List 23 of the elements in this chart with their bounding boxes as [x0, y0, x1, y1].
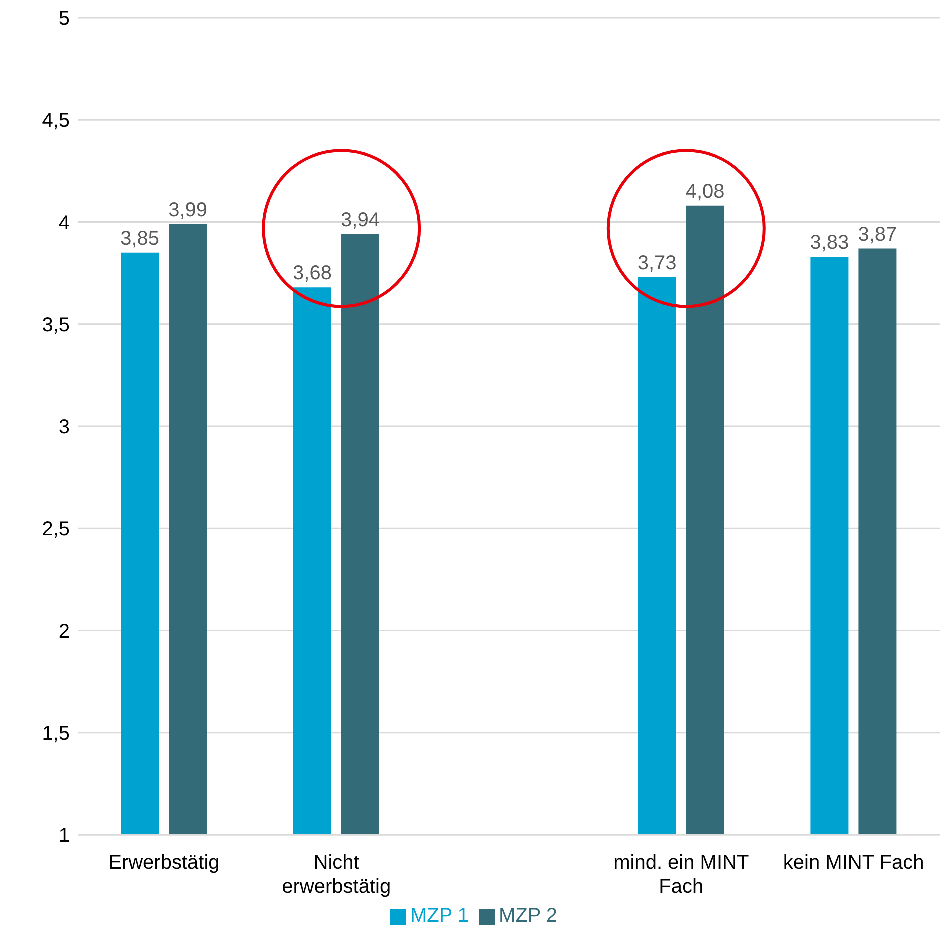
x-tick-label: Erwerbstätig [108, 852, 220, 874]
data-label: 3,94 [341, 210, 380, 232]
y-tick-label: 1 [58, 825, 70, 848]
x-tick-label: mind. ein MINT Fach [614, 852, 750, 898]
data-label: 3,83 [810, 232, 850, 254]
y-tick-label: 4,5 [42, 110, 70, 132]
x-tick-label: kein MINT Fach [783, 852, 924, 874]
legend-label: MZP 2 [499, 905, 558, 927]
y-tick-label: 1,5 [42, 722, 70, 745]
data-label: 4,08 [686, 180, 725, 203]
legend-label: MZP 1 [410, 905, 469, 927]
y-tick-label: 3 [58, 416, 70, 439]
data-label: 3,99 [168, 199, 208, 222]
y-tick-label: 5 [58, 8, 70, 30]
y-tick-label: 2 [58, 620, 70, 643]
y-tick-label: 2,5 [42, 518, 70, 541]
data-label: 3,87 [858, 224, 898, 246]
data-label: 3,73 [638, 252, 677, 274]
y-tick-label: 4 [58, 212, 70, 234]
data-label: 3,85 [120, 228, 160, 250]
data-label: 3,68 [293, 262, 332, 285]
x-tick-label: Nicht erwerbstätig [282, 852, 392, 898]
y-tick-label: 3,5 [42, 314, 70, 336]
